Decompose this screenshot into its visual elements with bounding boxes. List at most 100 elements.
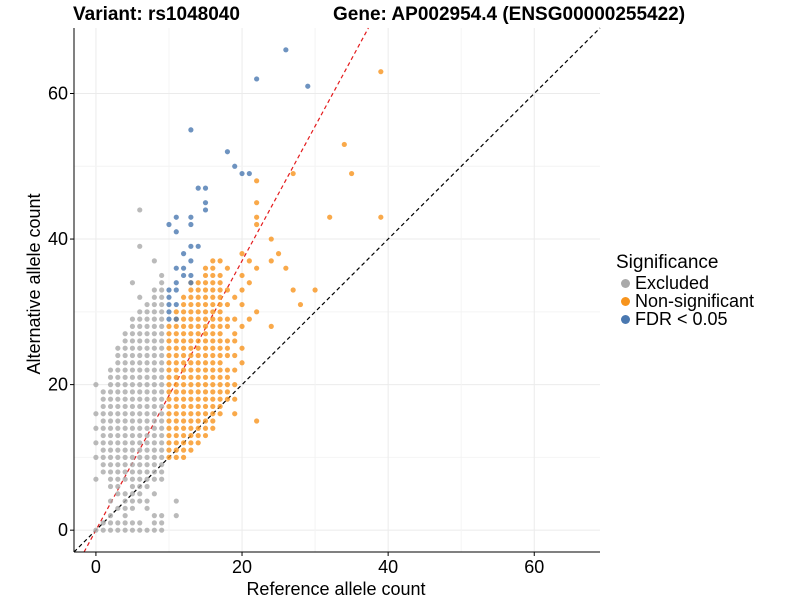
data-point bbox=[115, 476, 121, 482]
data-point bbox=[107, 382, 114, 388]
x-tick-label: 60 bbox=[524, 557, 544, 577]
data-point bbox=[122, 345, 128, 351]
data-point bbox=[122, 425, 128, 431]
data-point bbox=[173, 382, 179, 388]
data-point bbox=[180, 411, 187, 417]
data-point bbox=[122, 498, 128, 504]
data-point bbox=[166, 309, 172, 315]
data-point bbox=[107, 454, 114, 460]
data-point bbox=[166, 294, 172, 300]
data-point bbox=[173, 396, 179, 402]
data-point bbox=[144, 432, 150, 439]
data-point bbox=[173, 309, 179, 315]
data-point bbox=[93, 527, 99, 533]
data-point bbox=[159, 301, 165, 308]
data-point bbox=[151, 360, 157, 366]
data-point bbox=[202, 418, 209, 424]
data-point bbox=[202, 345, 209, 351]
data-point bbox=[129, 491, 136, 497]
data-point bbox=[180, 316, 187, 322]
data-point bbox=[327, 214, 333, 220]
data-point bbox=[195, 301, 201, 308]
data-point bbox=[173, 418, 179, 424]
data-point bbox=[122, 367, 128, 373]
data-point bbox=[107, 483, 114, 490]
data-point bbox=[151, 491, 157, 497]
data-point bbox=[151, 352, 157, 359]
data-point bbox=[166, 432, 172, 439]
data-point bbox=[202, 265, 209, 271]
data-point bbox=[217, 382, 223, 388]
data-point bbox=[232, 338, 238, 344]
data-point bbox=[173, 367, 179, 373]
data-point bbox=[224, 301, 231, 308]
legend-label-fdr: FDR < 0.05 bbox=[635, 309, 728, 329]
data-point bbox=[129, 323, 136, 329]
data-point bbox=[144, 403, 150, 410]
data-point bbox=[151, 301, 157, 308]
data-point bbox=[166, 360, 172, 366]
data-point bbox=[180, 272, 187, 279]
data-point bbox=[100, 432, 106, 439]
data-point bbox=[137, 476, 143, 482]
legend-swatch-fdr bbox=[621, 314, 630, 324]
data-point bbox=[180, 396, 187, 402]
data-point bbox=[180, 454, 187, 460]
data-point bbox=[122, 527, 128, 533]
data-point bbox=[144, 331, 150, 337]
data-point bbox=[349, 170, 355, 177]
data-point bbox=[173, 513, 179, 519]
data-point bbox=[137, 316, 143, 322]
data-point bbox=[107, 498, 114, 504]
data-point bbox=[202, 411, 209, 417]
data-point bbox=[195, 425, 201, 431]
series-non-significant bbox=[166, 69, 384, 460]
data-point bbox=[217, 294, 223, 300]
data-point bbox=[129, 498, 136, 504]
data-point bbox=[217, 352, 223, 359]
data-point bbox=[173, 360, 179, 366]
data-point bbox=[115, 491, 121, 497]
data-point bbox=[122, 389, 128, 395]
data-point bbox=[137, 338, 143, 344]
data-point bbox=[151, 374, 157, 380]
data-point bbox=[195, 338, 201, 344]
data-point bbox=[129, 462, 136, 468]
data-point bbox=[210, 316, 216, 322]
data-point bbox=[144, 505, 150, 511]
data-point bbox=[210, 374, 216, 380]
data-point bbox=[159, 382, 165, 388]
data-point bbox=[180, 403, 187, 410]
data-point bbox=[195, 396, 201, 402]
data-point bbox=[246, 280, 252, 286]
data-point bbox=[217, 389, 223, 395]
data-point bbox=[268, 323, 274, 329]
data-point bbox=[232, 294, 238, 300]
data-point bbox=[202, 352, 209, 359]
data-point bbox=[107, 527, 114, 533]
data-point bbox=[115, 505, 121, 511]
data-point bbox=[159, 454, 165, 460]
data-point bbox=[115, 352, 121, 359]
data-point bbox=[239, 287, 245, 293]
data-point bbox=[232, 316, 238, 322]
data-point bbox=[151, 411, 157, 417]
data-point bbox=[173, 287, 179, 293]
data-point bbox=[100, 389, 106, 395]
data-point bbox=[151, 432, 157, 439]
data-point bbox=[115, 418, 121, 424]
data-point bbox=[188, 447, 194, 453]
data-point bbox=[232, 396, 238, 402]
data-point bbox=[202, 367, 209, 373]
legend: Significance Excluded Non-significant FD… bbox=[616, 252, 754, 328]
data-point bbox=[239, 301, 245, 308]
data-point bbox=[173, 432, 179, 439]
data-point bbox=[290, 170, 296, 177]
data-point bbox=[195, 360, 201, 366]
data-point bbox=[232, 411, 238, 417]
data-point bbox=[159, 396, 165, 402]
data-point bbox=[224, 374, 231, 380]
data-point bbox=[151, 440, 157, 446]
data-point bbox=[246, 258, 252, 264]
